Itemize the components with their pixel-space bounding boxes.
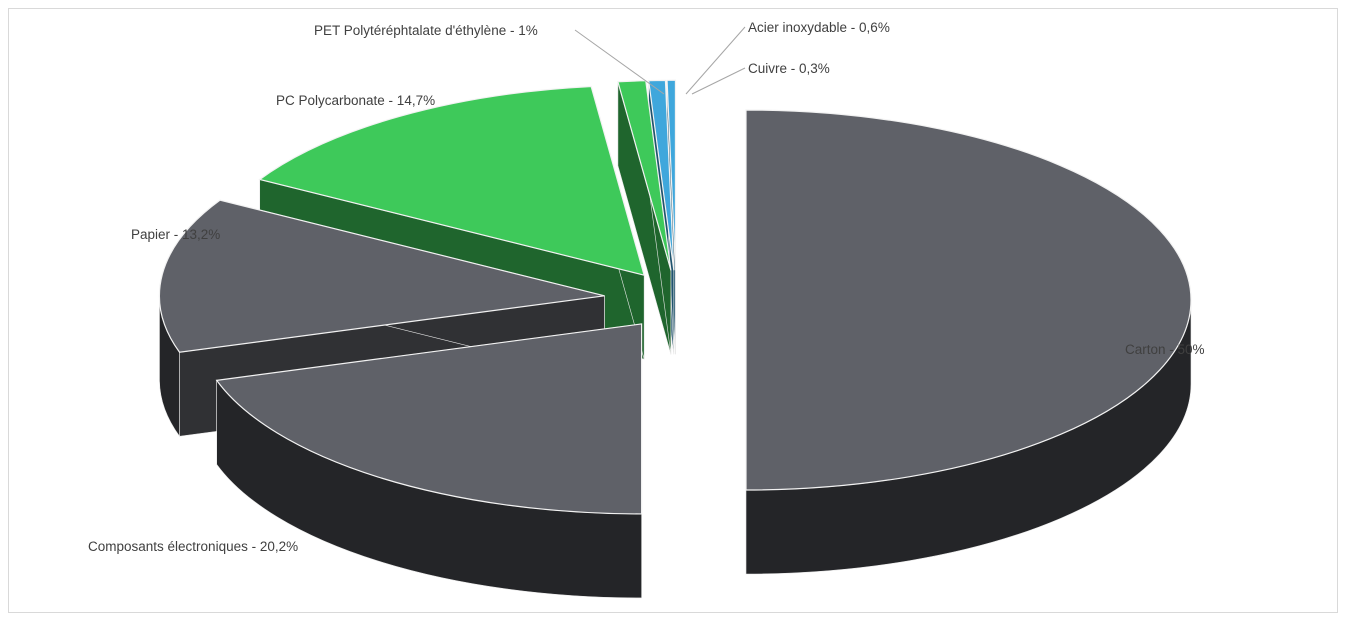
slice-label-3: PC Polycarbonate - 14,7%	[276, 93, 435, 108]
leader-line-6	[691, 67, 746, 95]
slice-label-5: Acier inoxydable - 0,6%	[748, 20, 890, 35]
slice-label-4: PET Polytéréphtalate d'éthylène - 1%	[314, 23, 538, 38]
slice-label-2: Papier - 13,2%	[131, 227, 220, 242]
pie-slice-0	[745, 109, 1192, 575]
leader-line-4	[574, 29, 665, 95]
slice-label-6: Cuivre - 0,3%	[748, 61, 830, 76]
pie-slice-4	[617, 80, 672, 355]
slice-label-0: Carton - 50%	[1125, 342, 1205, 357]
pie-slice-1	[215, 323, 643, 599]
leader-line-5	[685, 26, 746, 95]
slice-label-1: Composants électroniques - 20,2%	[88, 539, 298, 554]
